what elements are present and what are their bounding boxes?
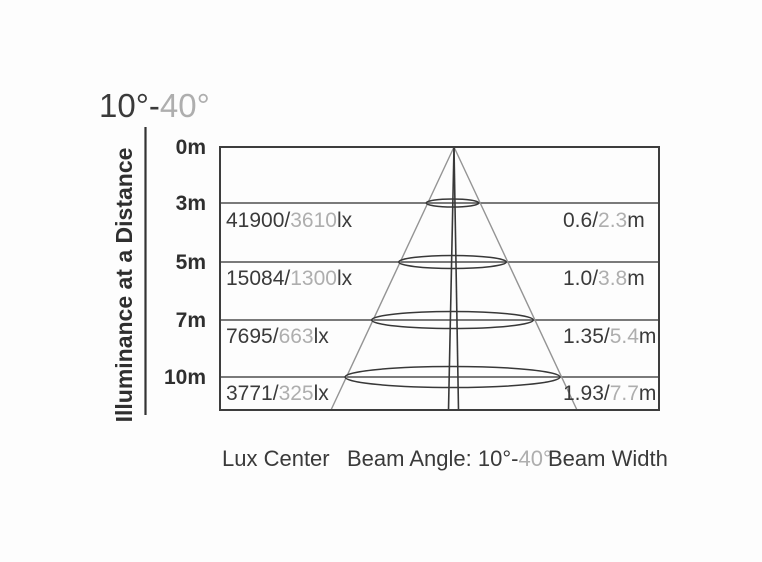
beam-width-wide-3m: 2.3 (598, 209, 627, 232)
lux-unit-3m: lx (337, 209, 353, 232)
title-narrow-angle: 10°- (99, 87, 160, 124)
lux-wide-10m: 325 (279, 382, 314, 405)
beam-width-value-7m: 1.35/5.4m (563, 325, 656, 348)
lux-unit-7m: lx (314, 325, 330, 348)
beam-width-narrow-7m: 1.35/ (563, 325, 610, 348)
wide-cone-left-line (330, 146, 455, 411)
lux-value-7m: 7695/663lx (226, 325, 329, 348)
lux-value-5m: 15084/1300lx (226, 267, 353, 290)
beam-width-wide-5m: 3.8 (598, 267, 627, 290)
y-axis-label: Illuminance at a Distance (111, 148, 137, 423)
beam-width-value-10m: 1.93/7.7m (563, 382, 656, 405)
beam-width-wide-10m: 7.7 (610, 382, 639, 405)
beam-width-unit-5m: m (627, 267, 645, 290)
beam-width-value-5m: 1.0/3.8m (563, 267, 645, 290)
tick-0m: 0m (176, 136, 206, 159)
chart-frame (219, 146, 660, 411)
beam-width-narrow-10m: 1.93/ (563, 382, 610, 405)
lux-wide-7m: 663 (279, 325, 314, 348)
beam-width-narrow-3m: 0.6/ (563, 209, 598, 232)
beam-ellipse-7m (370, 310, 535, 330)
footer-lux-center-label: Lux Center (222, 446, 330, 471)
tick-10m: 10m (164, 366, 206, 389)
footer-beam-angle-dark: Beam Angle: 10°- (347, 446, 518, 471)
beam-width-value-3m: 0.6/2.3m (563, 209, 645, 232)
footer-beam-angle-gray: 40° (518, 446, 551, 471)
narrow-cone-right-line (453, 146, 460, 411)
lux-center-10m: 3771/ (226, 382, 279, 405)
footer-beam-angle-label: Beam Angle: 10°-40° (347, 446, 552, 471)
lux-center-5m: 15084/ (226, 267, 290, 290)
narrow-cone-left-line (447, 146, 455, 411)
tick-3m: 3m (176, 192, 206, 215)
footer-beam-width-label: Beam Width (548, 446, 668, 471)
beam-width-unit-3m: m (627, 209, 645, 232)
beam-ellipse-10m (344, 365, 561, 389)
beam-width-narrow-5m: 1.0/ (563, 267, 598, 290)
lux-unit-5m: lx (337, 267, 353, 290)
lux-center-7m: 7695/ (226, 325, 279, 348)
page-title: 10°-40° (99, 87, 210, 124)
lux-value-3m: 41900/3610lx (226, 209, 353, 232)
beam-width-unit-7m: m (639, 325, 657, 348)
tick-7m: 7m (176, 309, 206, 332)
beam-width-unit-10m: m (639, 382, 657, 405)
lux-value-10m: 3771/325lx (226, 382, 329, 405)
lux-wide-5m: 1300 (290, 267, 337, 290)
tick-5m: 5m (176, 251, 206, 274)
beam-width-wide-7m: 5.4 (610, 325, 640, 348)
lux-center-3m: 41900/ (226, 209, 290, 232)
lux-wide-3m: 3610 (290, 209, 337, 232)
title-wide-angle: 40° (160, 87, 210, 124)
wide-cone-right-line (453, 146, 578, 411)
lux-unit-10m: lx (314, 382, 330, 405)
